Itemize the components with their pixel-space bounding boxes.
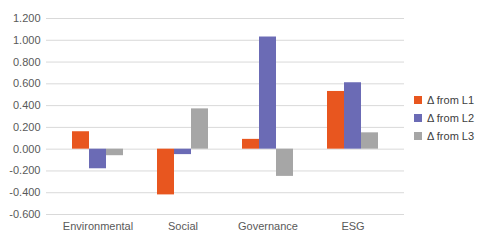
svg-text:0.800: 0.800 — [13, 56, 41, 68]
svg-text:Social: Social — [168, 220, 198, 232]
html-text:Δ from L3: Δ from L3 — [427, 130, 475, 142]
svg-text:Environmental: Environmental — [63, 220, 133, 232]
svg-text:0.200: 0.200 — [13, 121, 41, 133]
svg-text:-0.400: -0.400 — [9, 186, 40, 198]
svg-text:-0.200: -0.200 — [9, 164, 40, 176]
svg-text:0.600: 0.600 — [13, 77, 41, 89]
svg-text:1.000: 1.000 — [13, 34, 41, 46]
html-text:Δ from L1: Δ from L1 — [427, 94, 475, 106]
svg-text:0.000: 0.000 — [13, 143, 41, 155]
html-text:Δ from L2: Δ from L2 — [427, 112, 475, 124]
svg-text:1.200: 1.200 — [13, 12, 41, 24]
svg-text:-0.600: -0.600 — [9, 208, 40, 220]
svg-text:0.400: 0.400 — [13, 99, 41, 111]
svg-text:Governance: Governance — [238, 220, 298, 232]
svg-text:ESG: ESG — [341, 220, 364, 232]
